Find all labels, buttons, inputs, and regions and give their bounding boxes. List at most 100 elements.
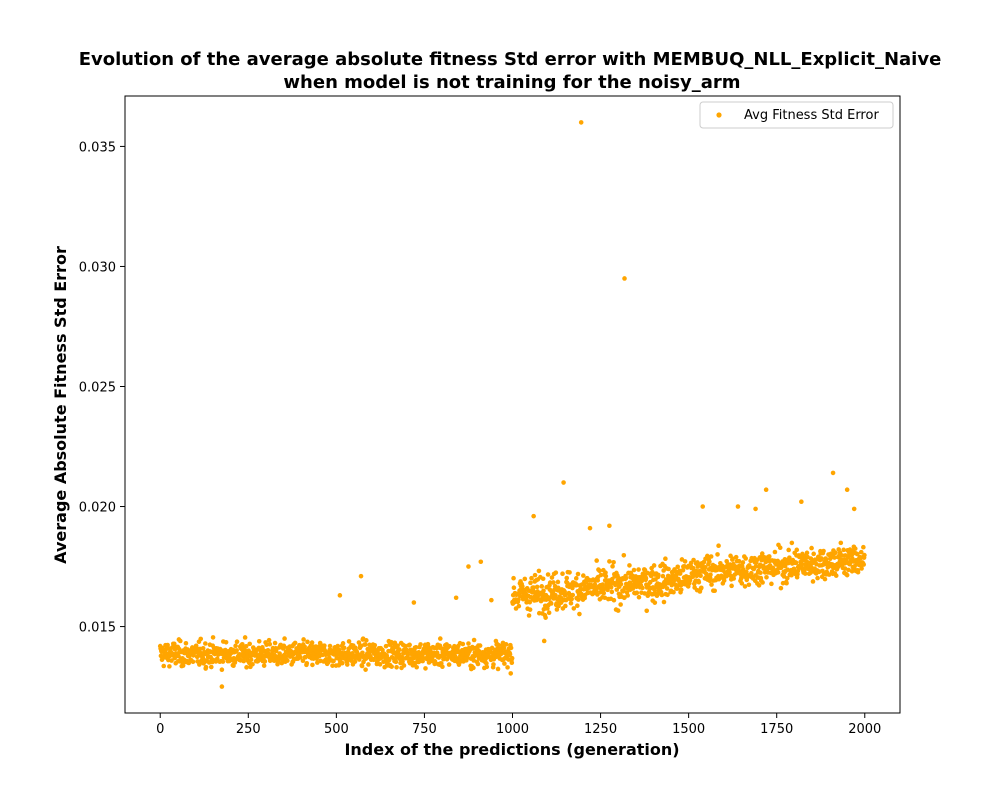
data-point	[446, 662, 452, 667]
data-point	[401, 663, 407, 668]
data-point	[564, 575, 570, 581]
data-point	[478, 559, 484, 565]
data-point	[785, 567, 790, 572]
data-point	[234, 648, 239, 653]
data-point	[697, 568, 702, 574]
data-point	[597, 568, 602, 574]
data-point	[484, 664, 490, 670]
data-point	[285, 658, 290, 663]
data-point	[220, 659, 226, 664]
data-point	[340, 660, 345, 666]
data-point	[578, 120, 584, 125]
data-point	[386, 657, 392, 663]
data-point	[690, 565, 696, 571]
data-point	[520, 584, 525, 589]
data-point	[344, 662, 350, 667]
data-point	[330, 663, 335, 668]
data-point	[690, 574, 696, 579]
data-point	[651, 563, 657, 568]
data-point	[508, 671, 514, 676]
data-point	[802, 571, 808, 576]
data-point	[277, 651, 282, 656]
data-point	[749, 570, 754, 576]
x-tick-label: 750	[412, 722, 437, 737]
data-point	[477, 643, 483, 648]
data-point	[413, 645, 419, 650]
data-point	[516, 597, 521, 602]
data-point	[508, 645, 514, 651]
data-point	[610, 564, 615, 569]
data-point	[786, 547, 791, 553]
data-point	[543, 615, 548, 620]
data-point	[691, 557, 696, 563]
data-point	[288, 648, 294, 654]
data-point	[799, 561, 805, 567]
x-tick-label: 500	[324, 722, 349, 737]
data-point	[859, 566, 864, 571]
data-point	[643, 575, 649, 581]
data-point	[421, 655, 426, 661]
data-point	[405, 652, 411, 657]
data-point	[759, 551, 765, 556]
data-point	[396, 651, 402, 657]
data-point	[594, 558, 599, 563]
legend: Avg Fitness Std Error	[699, 101, 894, 129]
data-point	[209, 664, 214, 670]
data-point	[756, 583, 762, 588]
legend-box	[699, 101, 894, 129]
data-point	[233, 643, 238, 649]
data-point	[432, 659, 438, 664]
data-point	[746, 582, 752, 588]
data-point	[563, 603, 568, 609]
y-tick-label: 0.035	[79, 140, 116, 155]
data-point	[671, 589, 676, 595]
data-point	[403, 643, 408, 649]
data-point	[855, 569, 861, 575]
data-point	[727, 569, 732, 575]
data-point	[532, 572, 538, 578]
data-point	[618, 581, 624, 587]
data-point	[556, 585, 561, 591]
data-point	[735, 504, 741, 509]
data-point	[823, 557, 829, 563]
data-point	[680, 567, 686, 573]
data-point	[460, 641, 466, 647]
data-point	[587, 525, 593, 531]
data-point	[541, 588, 546, 594]
data-point	[821, 548, 826, 554]
data-point	[358, 573, 364, 579]
data-point	[447, 643, 452, 649]
data-point	[491, 662, 496, 667]
chart-title: Evolution of the average absolute fitnes…	[79, 49, 942, 70]
data-point	[822, 576, 828, 582]
data-point	[592, 582, 598, 587]
data-point	[862, 552, 867, 558]
data-point	[832, 555, 837, 560]
data-point	[411, 600, 417, 605]
data-point	[298, 655, 303, 660]
data-point	[733, 554, 739, 560]
data-point	[678, 587, 684, 592]
data-point	[695, 560, 700, 565]
data-point	[736, 558, 742, 564]
data-point	[198, 636, 204, 642]
data-point	[340, 641, 346, 646]
data-point	[536, 568, 542, 574]
data-point	[769, 581, 774, 587]
data-point	[660, 573, 666, 579]
data-point	[760, 580, 765, 585]
y-axis-label: Average Absolute Fitness Std Error	[51, 246, 70, 564]
data-point	[453, 595, 459, 601]
x-axis-label: Index of the predictions (generation)	[344, 740, 679, 759]
data-point	[509, 660, 515, 666]
data-point	[634, 590, 640, 596]
data-point	[528, 580, 533, 586]
data-point	[160, 645, 165, 651]
data-point	[407, 642, 412, 648]
data-point	[729, 583, 734, 589]
data-point	[371, 657, 377, 663]
data-point	[627, 563, 632, 568]
data-point	[677, 571, 683, 576]
data-point	[826, 572, 832, 577]
